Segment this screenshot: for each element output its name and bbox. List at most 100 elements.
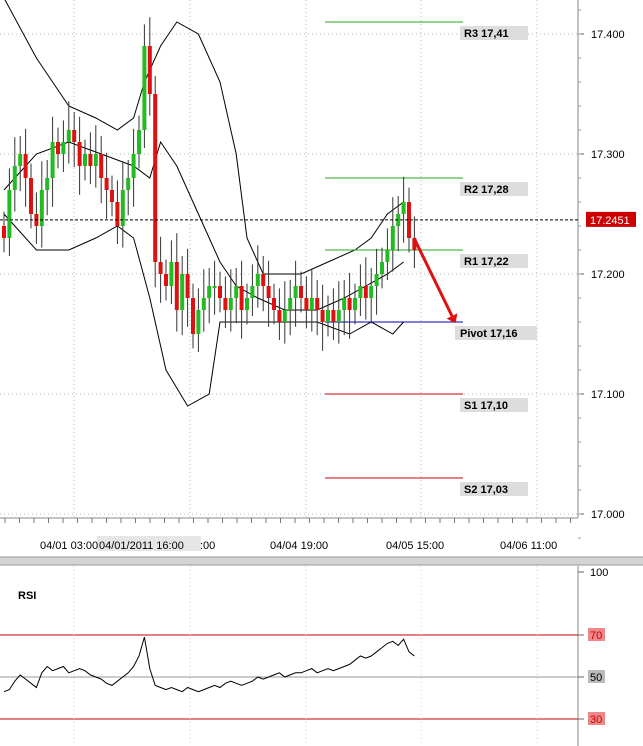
rsi-tick-label: 30 [590,714,602,726]
candle-body [380,262,384,274]
candle-body [56,142,60,154]
time-axis-ticks [4,518,571,523]
candle-body [245,298,249,310]
candle-body [223,298,228,310]
pivot-levels: R3 17,41 R2 17,28 R1 17,22 Pivot 17,16 S1 17… [325,21,537,496]
bollinger-upper [4,0,404,275]
candle-body [272,298,276,310]
candle-body [126,178,131,190]
y-tick-label: 17.100 [591,389,625,401]
candle-body [77,142,82,166]
candle-body [358,286,363,298]
candle-body [120,190,125,226]
candle-body [336,310,341,322]
candle-body [288,298,293,310]
candle-body [7,190,12,238]
candle-body [218,286,222,298]
y-tick-label: 17.000 [591,509,625,521]
bollinger-lower [3,213,404,407]
rsi-title: RSI [18,590,36,602]
y-tick-label: 17.200 [591,269,625,281]
candle-body [261,274,266,286]
x-tick-label: :00 [200,540,215,552]
x-tick-label: 04/01 03:00 [40,540,98,552]
current-price-tag [586,211,636,227]
candle-body [174,262,179,310]
level-label-bg [460,482,528,496]
candle-body [412,238,417,250]
candle-body [396,214,401,226]
candle-body [369,286,374,298]
candle-body [29,178,33,214]
price-axis-ticks: 17.000 17.100 17.200 17.300 17.400 [578,9,625,539]
candle-body [342,298,347,310]
candle-body [315,298,320,310]
level-label-r2: R2 17,28 [464,184,509,196]
level-label-bg [460,26,528,40]
rsi-tick-label: 70 [590,630,602,642]
candles [2,17,417,352]
candle-body [353,298,357,310]
rsi-tick-label: 100 [590,567,608,579]
forecast-arrow-head [446,313,458,324]
candle-body [18,154,23,166]
candle-body [93,154,98,166]
candle-body [66,130,71,142]
candle-body [390,226,395,250]
candle-body [255,274,260,286]
candle-body [385,250,390,262]
candle-body [50,142,55,178]
candle-body [293,286,298,298]
forecast-arrow [412,237,454,317]
candle-body [72,130,77,142]
candle-body [191,298,195,334]
candle-body [83,154,87,166]
candle-body [196,310,201,334]
level-label-bg [460,182,528,196]
candle-body [401,202,406,214]
current-price-label: 17.2451 [590,215,630,227]
level-label-r3: R3 17,41 [464,28,509,40]
candle-body [228,298,233,310]
candle-body [326,310,330,322]
candle-body [407,202,411,238]
candle-body [239,286,244,310]
candle-body [180,274,185,310]
candle-body [104,178,109,190]
y-tick-label: 17.300 [591,149,625,161]
panel-separator [0,557,643,565]
candle-body [88,154,93,166]
candle-body [277,310,282,322]
candle-body [137,130,141,154]
candle-body [39,190,44,226]
candle-body [169,262,174,286]
level-label-bg [455,326,537,340]
candle-body [201,298,206,310]
candle-body [299,286,303,298]
candle-body [250,286,255,298]
candle-body [282,310,287,322]
level-label-s2: S2 17,03 [464,484,508,496]
level-label-bg [460,398,528,412]
candle-body [331,310,336,322]
candle-body [158,262,163,274]
time-axis-highlight [97,536,201,551]
candle-body [234,286,239,298]
candle-body [347,298,352,310]
x-tick-label: 04/04 19:00 [270,540,328,552]
candle-body [153,94,158,262]
candle-body [147,46,152,94]
level-label-s1: S1 17,10 [464,400,508,412]
candle-body [363,286,368,298]
candle-body [304,298,309,310]
candle-body [207,286,212,298]
candle-body [115,202,120,226]
candle-body [266,286,271,298]
candle-body [2,226,6,238]
candle-body [131,154,136,178]
rsi-tick-bg [588,628,605,641]
candle-body [110,190,114,202]
rsi-panel [0,566,643,746]
